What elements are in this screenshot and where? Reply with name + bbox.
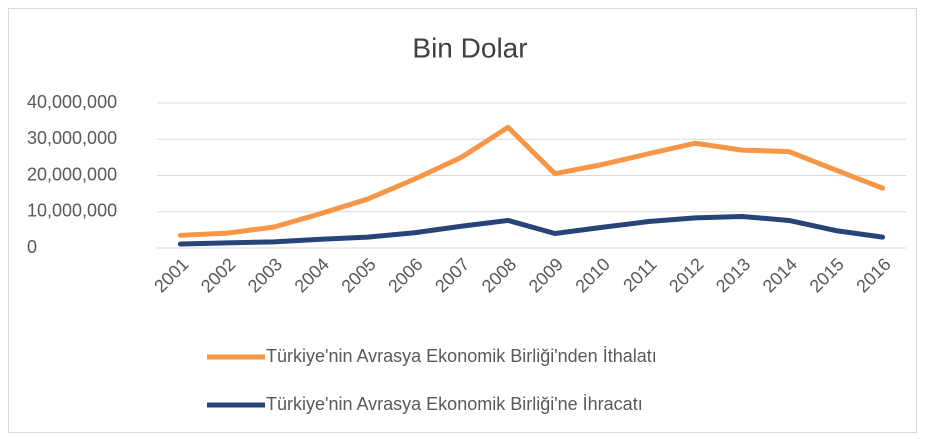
legend-label: Türkiye'nin Avrasya Ekonomik Birliği'ne … (266, 394, 643, 414)
legend-label: Türkiye'nin Avrasya Ekonomik Birliği'nde… (266, 346, 657, 366)
y-tick-label: 0 (27, 237, 37, 257)
chart-title: Bin Dolar (412, 32, 527, 63)
y-tick-label: 30,000,000 (27, 128, 117, 148)
y-tick-label: 40,000,000 (27, 92, 117, 112)
y-tick-label: 20,000,000 (27, 164, 117, 184)
data-line (177, 213, 886, 247)
data-line (177, 124, 886, 238)
y-tick-label: 10,000,000 (27, 201, 117, 221)
